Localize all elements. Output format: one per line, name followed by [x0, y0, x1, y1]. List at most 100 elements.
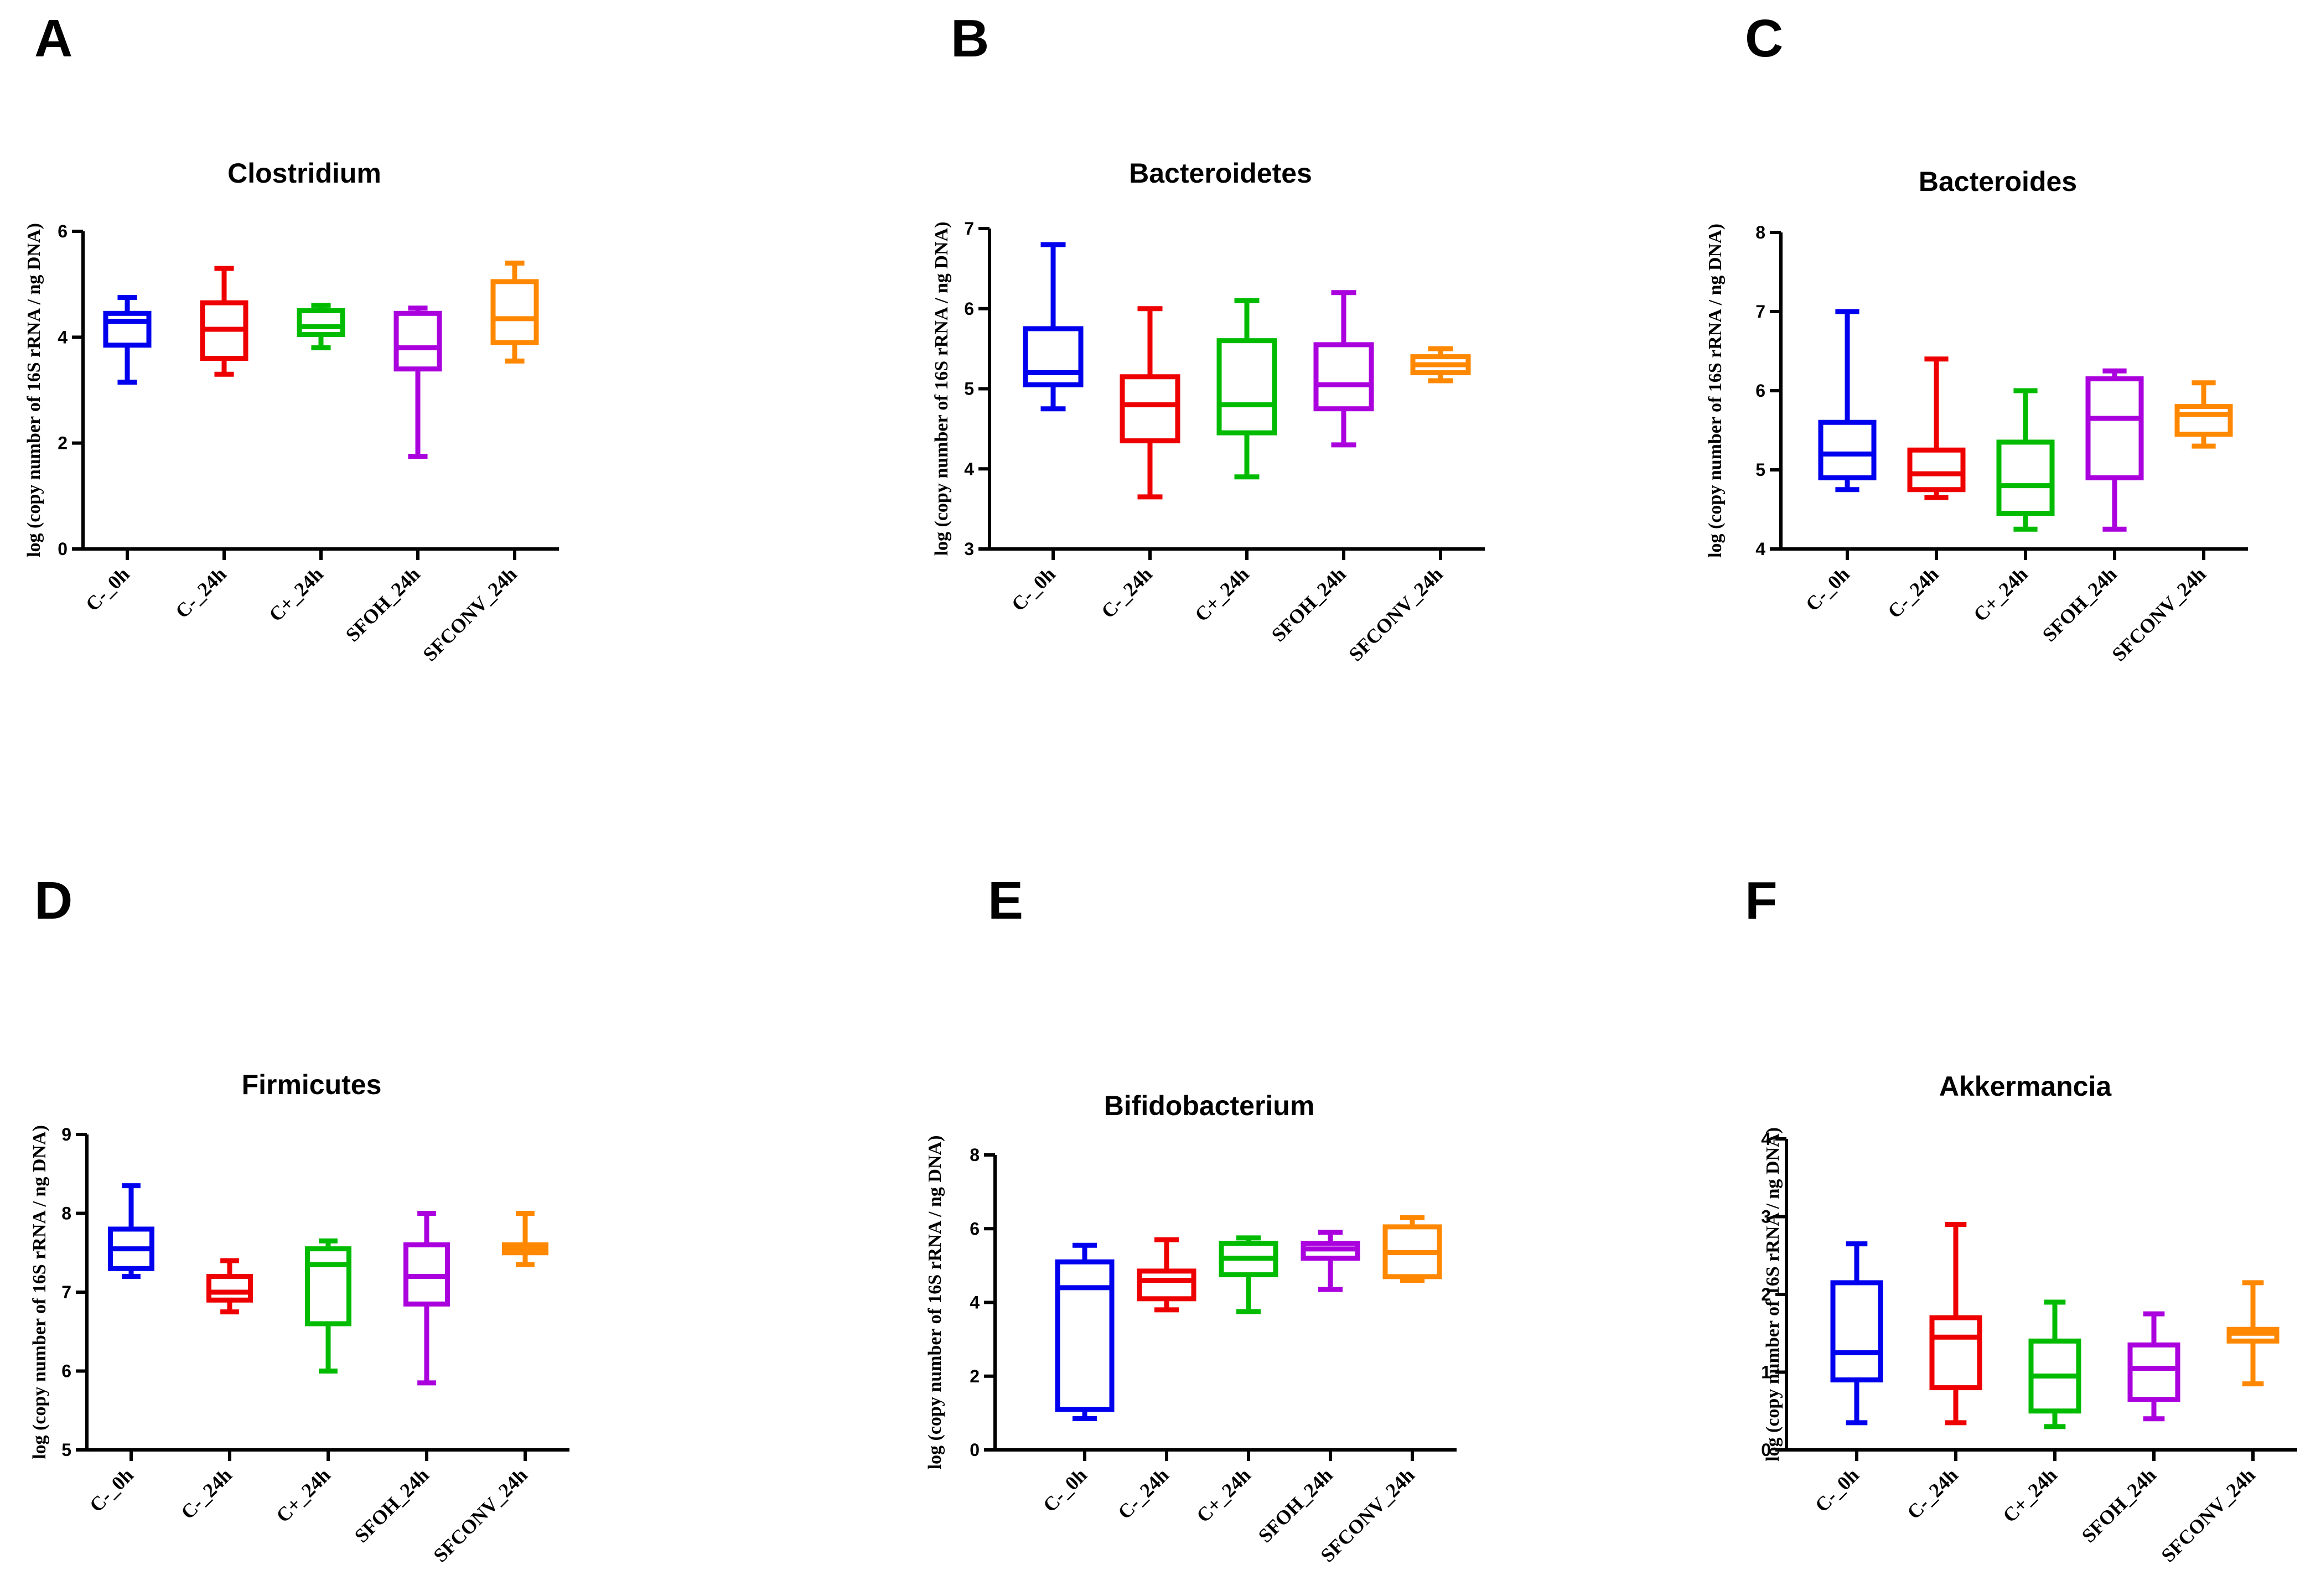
y-tick-label: 7	[964, 219, 974, 239]
x-tick-label: C-_24h	[171, 563, 230, 622]
y-tick-label: 3	[964, 539, 974, 559]
box-C+_24h: C+_24h	[1998, 1299, 2081, 1527]
y-tick-label: 2	[1761, 1284, 1771, 1304]
box-C+_24h: C+_24h	[272, 1238, 351, 1527]
iqr-box	[1055, 1259, 1115, 1412]
x-tick-label: C+_24h	[1192, 1464, 1255, 1527]
box-C-_24h: C-_24h	[1097, 306, 1180, 623]
box-C+_24h: C+_24h	[265, 303, 345, 626]
box-C-_0h: C-_0h	[1801, 309, 1877, 615]
box-SFCONV_24h: SFCONV_24h	[418, 260, 539, 666]
box-SFOH_24h: SFOH_24h	[2078, 1311, 2180, 1547]
x-tick-label: SFOH_24h	[341, 563, 424, 646]
panel-e: E Bifidobacterium log (copy number of 16S …	[925, 871, 1457, 1567]
y-axis-label: log (copy number of 16S rRNA / ng DNA)	[925, 1136, 945, 1470]
iqr-box	[1830, 1280, 1883, 1383]
y-tick-label: 8	[61, 1204, 71, 1224]
iqr-box	[2174, 404, 2233, 437]
y-tick-label: 3	[1761, 1207, 1771, 1227]
box-C-_24h: C-_24h	[1883, 356, 1966, 623]
x-tick-label: C-_24h	[1097, 563, 1156, 622]
x-tick-label: C+_24h	[272, 1464, 335, 1527]
y-tick-label: 4	[964, 459, 974, 479]
x-tick-label: SFCONV_24h	[429, 1464, 531, 1566]
panel-d: D Firmicutes log (copy number of 16S rRNA …	[29, 871, 569, 1567]
iqr-box	[305, 1246, 351, 1326]
x-tick-label: C+_24h	[1998, 1464, 2061, 1527]
x-tick-label: C-_0h	[1007, 563, 1060, 615]
chart-title: Akkermancia	[1939, 1071, 2112, 1102]
y-axis-label: log (copy number of 16S rRNA / ng DNA)	[29, 1125, 50, 1459]
panel-letter: E	[988, 871, 1023, 930]
y-tick-label: 9	[61, 1125, 71, 1144]
iqr-box	[393, 310, 442, 372]
x-tick-label: C+_24h	[1969, 563, 2032, 626]
y-tick-label: 8	[1755, 222, 1765, 242]
y-tick-label: 5	[1755, 460, 1765, 480]
y-tick-label: 7	[1755, 302, 1765, 322]
x-tick-label: C-_0h	[1801, 563, 1854, 615]
x-tick-label: C-_24h	[1903, 1464, 1962, 1523]
y-tick-label: 6	[61, 1361, 71, 1381]
box-SFOH_24h: SFOH_24h	[350, 1211, 450, 1547]
iqr-box	[1818, 419, 1877, 480]
box-C-_24h: C-_24h	[177, 1258, 253, 1524]
y-tick-label: 0	[970, 1440, 980, 1460]
chart-title: Bifidobacterium	[1104, 1090, 1315, 1121]
box-C-_24h: C-_24h	[171, 266, 248, 623]
y-tick-label: 8	[970, 1145, 980, 1165]
box-C-_0h: C-_0h	[1039, 1242, 1115, 1516]
y-axis-label: log (copy number of 16S rRNA / ng DNA)	[931, 222, 952, 556]
iqr-box	[2127, 1342, 2180, 1402]
box-SFCONV_24h: SFCONV_24h	[2107, 380, 2233, 666]
iqr-box	[2085, 376, 2144, 480]
panel-letter: C	[1745, 9, 1783, 68]
x-tick-label: C-_0h	[81, 563, 134, 615]
x-tick-label: C-_0h	[85, 1464, 138, 1516]
y-tick-label: 5	[61, 1440, 71, 1460]
chart-title: Firmicutes	[242, 1069, 382, 1100]
panel-letter: A	[34, 9, 72, 68]
iqr-box	[1996, 439, 2055, 516]
y-tick-label: 0	[1761, 1440, 1771, 1460]
y-tick-label: 6	[964, 299, 974, 319]
y-tick-label: 5	[964, 379, 974, 399]
x-tick-label: C-_24h	[1883, 563, 1942, 622]
y-tick-label: 2	[58, 433, 68, 453]
box-SFOH_24h: SFOH_24h	[341, 305, 442, 646]
y-axis-label: log (copy number of 16S rRNA / ng DNA)	[24, 223, 44, 557]
y-tick-label: 1	[1761, 1362, 1771, 1382]
panel-b: B Bacteroidetes log (copy number of 16S rR…	[931, 9, 1485, 666]
box-C-_0h: C-_0h	[1811, 1241, 1883, 1516]
x-tick-label: SFOH_24h	[2038, 563, 2121, 646]
box-SFOH_24h: SFOH_24h	[1254, 1230, 1360, 1547]
box-C-_0h: C-_0h	[85, 1183, 154, 1516]
x-tick-label: SFCONV_24h	[1344, 563, 1447, 665]
x-tick-label: C-_0h	[1811, 1464, 1863, 1516]
iqr-box	[1023, 326, 1084, 387]
box-C+_24h: C+_24h	[1969, 388, 2055, 626]
x-tick-label: SFOH_24h	[1267, 563, 1350, 646]
iqr-box	[1313, 342, 1374, 412]
y-tick-label: 4	[1755, 539, 1765, 559]
iqr-box	[1907, 447, 1966, 493]
panel-a: A Clostridium log (copy number of 16S rRNA…	[24, 9, 559, 666]
chart-title: Bacteroidetes	[1129, 158, 1312, 189]
y-tick-label: 6	[58, 221, 68, 241]
panel-letter: F	[1745, 871, 1778, 930]
y-tick-label: 0	[58, 539, 68, 559]
y-tick-label: 4	[1761, 1129, 1771, 1149]
iqr-box	[297, 308, 345, 338]
y-axis-label: log (copy number of 16S rRNA / ng DNA)	[1705, 224, 1726, 558]
iqr-box	[1929, 1315, 1982, 1391]
chart-title: Clostridium	[227, 158, 381, 189]
box-C-_0h: C-_0h	[81, 295, 152, 615]
chart-title: Bacteroides	[1919, 166, 2077, 197]
box-C-_24h: C-_24h	[1903, 1222, 1982, 1524]
x-tick-label: C-_0h	[1039, 1464, 1091, 1516]
box-C+_24h: C+_24h	[1192, 1235, 1278, 1527]
iqr-box	[1137, 1268, 1196, 1302]
box-SFCONV_24h: SFCONV_24h	[2157, 1280, 2280, 1567]
